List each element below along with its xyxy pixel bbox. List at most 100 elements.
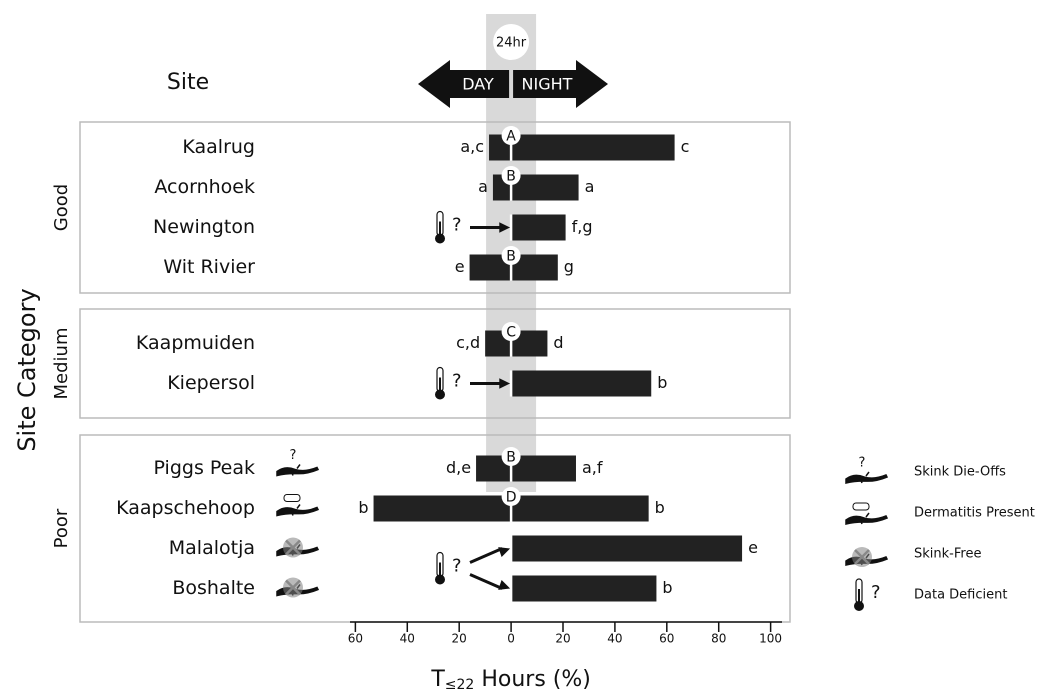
night-arrow [513, 60, 608, 108]
night-bar [511, 535, 743, 562]
night-bar [511, 370, 652, 397]
x-tick-label: 40 [607, 632, 622, 646]
day-letter: a [478, 177, 488, 196]
night-letter: f,g [572, 217, 593, 236]
x-tick-label: 60 [659, 632, 674, 646]
arrow-head [498, 547, 511, 557]
skink-free-cross [285, 579, 301, 596]
night-bar [511, 455, 576, 482]
day-letter: b [358, 498, 368, 517]
day-letter: e [455, 257, 465, 276]
legend-label: Skink-Free [914, 547, 981, 562]
x-axis-label-part: ≤22 [445, 677, 475, 693]
arrow-head [499, 222, 511, 233]
night-bar [511, 174, 579, 201]
x-tick-label: 20 [555, 632, 570, 646]
day-bar [373, 495, 512, 522]
night-bar [511, 214, 566, 241]
thermometer-level [439, 221, 441, 236]
x-axis-label-part: T [430, 667, 445, 692]
center-label: 24hr [496, 36, 527, 51]
lizard [276, 504, 320, 517]
site-label: Newington [153, 216, 255, 238]
bandage [852, 502, 870, 511]
center-letter-circle [501, 322, 521, 341]
site-label: Kaapmuiden [136, 332, 255, 354]
arrow-shaft [469, 573, 503, 590]
night-letter: c [681, 137, 690, 156]
x-tick-label: 40 [400, 632, 415, 646]
uncertain-mark: ? [452, 556, 462, 577]
night-label: NIGHT [522, 75, 573, 94]
skink-free-cross [285, 539, 301, 556]
category-header: Site [167, 70, 209, 95]
uncertain-mark: ? [290, 448, 297, 463]
center-letter-circle [501, 126, 521, 145]
site-label: Kaapschehoop [116, 497, 255, 519]
group-label: Medium [51, 328, 72, 400]
night-bar [511, 134, 675, 161]
center-letter: B [506, 450, 516, 466]
center-letter: D [506, 490, 517, 506]
center-letter-circle [501, 447, 521, 466]
x-tick-label: 20 [452, 632, 467, 646]
x-tick-label: 100 [759, 632, 782, 646]
bandage [283, 494, 301, 502]
uncertain-mark: ? [859, 456, 866, 471]
day-arrow [418, 60, 510, 108]
center-letter-circle [501, 166, 521, 185]
center-letter: A [506, 129, 516, 145]
thermometer-bulb [435, 574, 445, 585]
center-letter-circle [501, 487, 521, 506]
lizard [276, 464, 320, 477]
x-tick-label: 80 [711, 632, 726, 646]
site-label: Kaalrug [182, 136, 255, 158]
thermometer-bulb [435, 389, 445, 400]
night-letter: a [585, 177, 595, 196]
site-label: Boshalte [172, 577, 255, 599]
uncertain-mark: ? [871, 582, 881, 603]
thermometer-level [858, 589, 860, 603]
group-label: Poor [51, 508, 72, 548]
night-letter: g [564, 257, 574, 276]
night-letter: b [655, 498, 665, 517]
center-letter-circle [501, 246, 521, 265]
x-axis-label: T≤22 Hours (%) [430, 667, 591, 693]
group-box [79, 308, 791, 419]
legend-label: Dermatitis Present [914, 506, 1035, 521]
x-tick-label: 60 [348, 632, 363, 646]
center-letter: C [506, 325, 516, 341]
day-letter: c,d [456, 333, 480, 352]
night-letter: d [553, 333, 563, 352]
skink-free-cross [854, 549, 870, 565]
lizard [845, 512, 889, 525]
night-letter: b [662, 578, 672, 597]
arrow-shaft [469, 547, 503, 564]
day-letter: a,c [460, 137, 484, 156]
legend-label: Skink Die-Offs [914, 465, 1006, 480]
thermometer-level [439, 562, 441, 577]
day-letter: d,e [446, 458, 471, 477]
thermometer-bulb [435, 233, 445, 244]
uncertain-mark: ? [452, 215, 462, 236]
legend-label: Data Deficient [914, 588, 1007, 603]
uncertain-mark: ? [452, 371, 462, 392]
day-label: DAY [462, 75, 494, 94]
arrow-head [498, 580, 511, 590]
night-bar [511, 575, 657, 602]
site-label: Malalotja [169, 537, 255, 559]
site-label: Piggs Peak [154, 457, 256, 479]
night-letter: e [748, 538, 758, 557]
center-letter: B [506, 169, 516, 185]
lizard [845, 471, 889, 484]
group-box [79, 121, 791, 294]
night-letter: a,f [582, 458, 603, 477]
night-bar [511, 495, 649, 522]
center-circle [493, 24, 530, 60]
site-label: Wit Rivier [163, 256, 255, 278]
arrow-head [499, 378, 511, 389]
thermometer-bulb [854, 601, 864, 611]
center-letter: B [506, 249, 516, 265]
group-label: Good [51, 184, 72, 231]
